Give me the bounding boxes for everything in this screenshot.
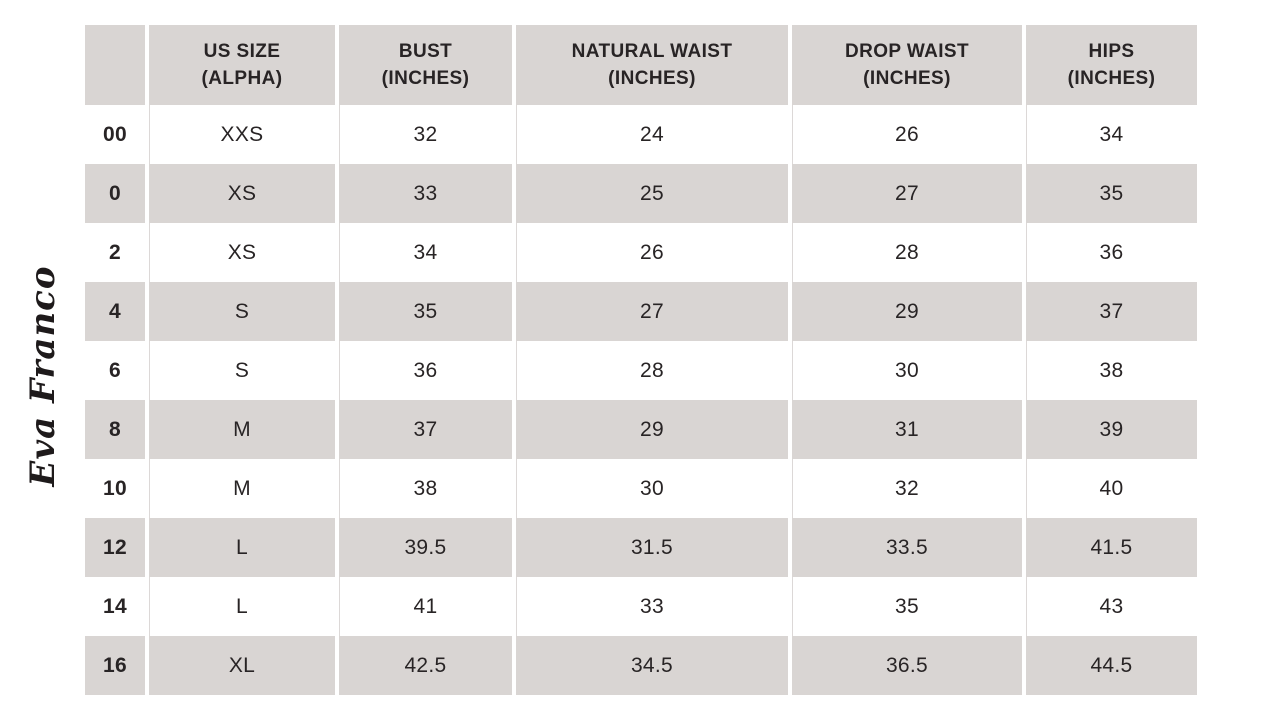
cell-hips: 43 [1022,577,1197,636]
cell-hips: 39 [1022,400,1197,459]
column-header-line: (ALPHA) [201,68,283,89]
cell-natural-waist: 33 [512,577,788,636]
cell-drop-waist: 30 [788,341,1022,400]
corner-cell [85,25,145,105]
cell-drop-waist: 28 [788,223,1022,282]
table-row: 00 XXS 32 24 26 34 [85,105,1197,164]
cell-bust: 37 [335,400,512,459]
cell-bust: 34 [335,223,512,282]
column-header-line: NATURAL WAIST [571,41,733,62]
cell-drop-waist: 36.5 [788,636,1022,695]
cell-us-size: 10 [85,459,145,518]
cell-alpha-size: S [145,341,335,400]
column-header-line: (INCHES) [1067,68,1156,89]
cell-natural-waist: 27 [512,282,788,341]
cell-alpha-size: M [145,459,335,518]
cell-hips: 40 [1022,459,1197,518]
cell-us-size: 16 [85,636,145,695]
cell-alpha-size: M [145,400,335,459]
brand-logo: Eva Franco [2,265,84,486]
cell-hips: 38 [1022,341,1197,400]
column-header-line: (INCHES) [381,68,470,89]
column-header-bust: BUST (INCHES) [335,25,512,105]
cell-hips: 34 [1022,105,1197,164]
table-row: 14 L 41 33 35 43 [85,577,1197,636]
cell-natural-waist: 26 [512,223,788,282]
cell-drop-waist: 33.5 [788,518,1022,577]
cell-bust: 39.5 [335,518,512,577]
cell-drop-waist: 26 [788,105,1022,164]
cell-us-size: 14 [85,577,145,636]
cell-hips: 36 [1022,223,1197,282]
cell-natural-waist: 30 [512,459,788,518]
cell-alpha-size: S [145,282,335,341]
cell-us-size: 4 [85,282,145,341]
column-header-drop-waist: DROP WAIST (INCHES) [788,25,1022,105]
cell-natural-waist: 28 [512,341,788,400]
cell-bust: 32 [335,105,512,164]
cell-hips: 41.5 [1022,518,1197,577]
cell-drop-waist: 27 [788,164,1022,223]
cell-alpha-size: L [145,577,335,636]
cell-us-size: 2 [85,223,145,282]
table-row: 6 S 36 28 30 38 [85,341,1197,400]
cell-alpha-size: XS [145,164,335,223]
table-row: 12 L 39.5 31.5 33.5 41.5 [85,518,1197,577]
cell-bust: 35 [335,282,512,341]
cell-us-size: 00 [85,105,145,164]
cell-bust: 33 [335,164,512,223]
cell-hips: 37 [1022,282,1197,341]
cell-alpha-size: L [145,518,335,577]
cell-bust: 41 [335,577,512,636]
table-row: 0 XS 33 25 27 35 [85,164,1197,223]
cell-natural-waist: 29 [512,400,788,459]
table-row: 8 M 37 29 31 39 [85,400,1197,459]
cell-alpha-size: XS [145,223,335,282]
cell-hips: 44.5 [1022,636,1197,695]
column-header-natural-waist: NATURAL WAIST (INCHES) [512,25,788,105]
cell-natural-waist: 31.5 [512,518,788,577]
table-body: 00 XXS 32 24 26 34 0 XS 33 25 27 35 2 XS… [85,105,1197,695]
table-header-row: US SIZE (ALPHA) BUST (INCHES) NATURAL WA… [85,25,1197,105]
cell-bust: 42.5 [335,636,512,695]
cell-drop-waist: 35 [788,577,1022,636]
column-header-line: HIPS [1088,41,1135,62]
table-row: 4 S 35 27 29 37 [85,282,1197,341]
cell-drop-waist: 31 [788,400,1022,459]
cell-us-size: 6 [85,341,145,400]
table-row: 2 XS 34 26 28 36 [85,223,1197,282]
cell-drop-waist: 29 [788,282,1022,341]
cell-us-size: 8 [85,400,145,459]
size-chart-table: US SIZE (ALPHA) BUST (INCHES) NATURAL WA… [85,25,1197,695]
cell-bust: 36 [335,341,512,400]
cell-natural-waist: 34.5 [512,636,788,695]
cell-drop-waist: 32 [788,459,1022,518]
cell-hips: 35 [1022,164,1197,223]
table-row: 16 XL 42.5 34.5 36.5 44.5 [85,636,1197,695]
cell-alpha-size: XL [145,636,335,695]
cell-natural-waist: 25 [512,164,788,223]
column-header-hips: HIPS (INCHES) [1022,25,1197,105]
column-header-line: BUST [398,41,453,62]
column-header-line: (INCHES) [608,68,696,89]
column-header-line: (INCHES) [863,68,951,89]
cell-bust: 38 [335,459,512,518]
table-row: 10 M 38 30 32 40 [85,459,1197,518]
cell-us-size: 12 [85,518,145,577]
column-header-us-size-alpha: US SIZE (ALPHA) [145,25,335,105]
brand-logo-text: Eva Franco [23,265,63,487]
column-header-line: US SIZE [203,41,281,62]
cell-natural-waist: 24 [512,105,788,164]
column-header-line: DROP WAIST [845,41,969,62]
cell-alpha-size: XXS [145,105,335,164]
cell-us-size: 0 [85,164,145,223]
